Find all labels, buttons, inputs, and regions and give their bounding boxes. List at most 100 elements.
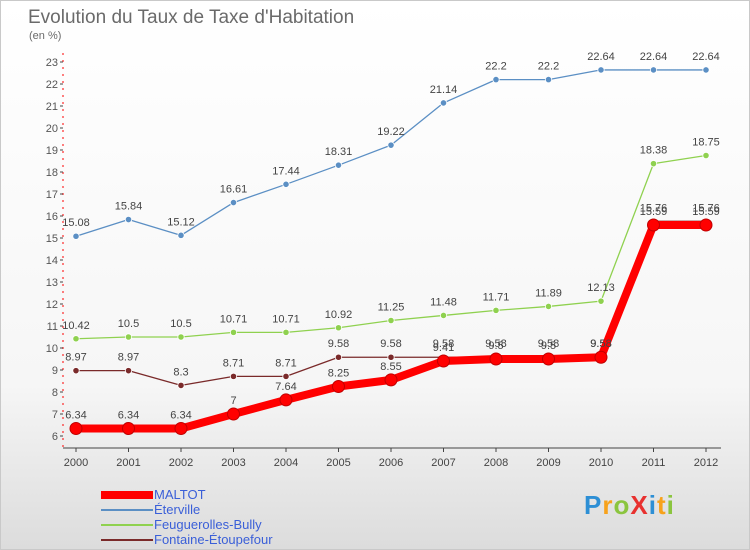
data-point-fontaine-etoupefour	[124, 367, 133, 375]
data-point-feuguerolles-bully	[124, 333, 133, 341]
data-point-fontaine-etoupefour	[177, 381, 185, 389]
data-label-maltot: 6.34	[65, 410, 86, 422]
data-point-feuguerolles-bully	[597, 297, 605, 305]
data-point-feuguerolles-bully	[177, 333, 185, 341]
data-label-feuguerolles-bully: 10.92	[325, 309, 353, 321]
data-label-eterville: 18.31	[325, 146, 353, 158]
data-point-maltot	[384, 373, 398, 387]
data-point-eterville	[544, 76, 553, 84]
data-label-feuguerolles-bully: 11.25	[378, 302, 405, 314]
data-label-feuguerolles-bully: 11.89	[535, 287, 562, 299]
data-label-fontaine-etoupefour: 8.3	[173, 366, 188, 378]
x-tick-label: 2003	[221, 457, 245, 469]
data-point-maltot	[542, 352, 555, 366]
x-tick-label: 2010	[589, 457, 613, 469]
data-point-eterville	[334, 161, 343, 169]
data-label-fontaine-etoupefour: 15.76	[692, 202, 720, 214]
data-point-feuguerolles-bully	[649, 160, 658, 168]
data-label-feuguerolles-bully: 10.42	[62, 320, 90, 332]
legend-item-feuguerolles-bully: Feuguerolles-Bully	[101, 517, 273, 532]
data-label-feuguerolles-bully: 12.13	[587, 282, 615, 294]
legend-swatch	[101, 523, 153, 526]
data-point-eterville	[439, 99, 448, 107]
x-tick-label: 2004	[274, 457, 298, 469]
data-point-maltot	[279, 393, 293, 407]
data-point-eterville	[492, 76, 500, 84]
x-tick-label: 2005	[326, 457, 350, 469]
data-point-maltot	[699, 218, 713, 232]
x-tick-label: 2012	[694, 457, 718, 469]
data-label-maltot: 9.41	[433, 342, 454, 354]
y-tick-label: 23	[46, 57, 58, 69]
y-unit-label: (en %)	[29, 30, 62, 42]
data-label-fontaine-etoupefour: 9.58	[538, 338, 559, 350]
y-tick-label: 19	[46, 145, 58, 157]
data-point-maltot	[227, 407, 240, 421]
y-tick-label: 16	[46, 211, 58, 223]
data-label-maltot: 8.25	[328, 368, 349, 380]
data-label-fontaine-etoupefour: 8.97	[118, 352, 139, 364]
data-label-maltot: 9.5	[488, 340, 503, 352]
data-label-feuguerolles-bully: 11.48	[430, 296, 457, 308]
data-label-feuguerolles-bully: 10.5	[170, 318, 191, 330]
y-tick-label: 9	[52, 365, 58, 377]
x-tick-label: 2009	[536, 457, 560, 469]
data-label-maltot: 9.5	[541, 340, 556, 352]
y-tick-label: 12	[46, 299, 58, 311]
data-label-eterville: 16.61	[220, 184, 248, 196]
data-label-fontaine-etoupefour: 9.58	[433, 338, 454, 350]
data-point-maltot	[489, 352, 503, 366]
data-point-feuguerolles-bully	[702, 151, 710, 160]
data-label-fontaine-etoupefour: 8.97	[65, 352, 86, 364]
y-tick-label: 17	[46, 189, 58, 201]
y-tick-label: 20	[46, 123, 58, 135]
data-label-fontaine-etoupefour: 9.58	[485, 338, 506, 350]
data-point-fontaine-etoupefour	[334, 353, 343, 361]
data-point-feuguerolles-bully	[492, 306, 500, 314]
proxiti-logo: ProXiti	[584, 490, 675, 520]
data-label-eterville: 15.84	[115, 201, 143, 213]
data-label-eterville: 15.08	[62, 217, 90, 229]
legend-label: MALTOT	[154, 487, 206, 502]
x-tick-label: 2006	[379, 457, 403, 469]
series-line-eterville	[75, 69, 706, 237]
y-tick-label: 14	[46, 255, 58, 267]
data-label-feuguerolles-bully: 11.71	[483, 291, 510, 303]
y-tick-label: 21	[46, 101, 58, 113]
legend-label: Feuguerolles-Bully	[154, 517, 262, 532]
x-tick-label: 2011	[642, 457, 666, 469]
y-tick-label: 13	[46, 277, 58, 289]
data-label-fontaine-etoupefour: 9.58	[380, 338, 401, 350]
y-tick-label: 8	[52, 387, 58, 399]
data-label-feuguerolles-bully: 10.71	[220, 313, 248, 325]
data-label-maltot: 15.59	[692, 206, 720, 218]
y-tick-label: 7	[52, 409, 58, 421]
data-point-feuguerolles-bully	[387, 316, 395, 325]
data-label-eterville: 21.14	[430, 84, 458, 96]
data-label-fontaine-etoupefour: 8.71	[223, 357, 244, 369]
data-point-feuguerolles-bully	[72, 335, 80, 343]
data-label-eterville: 22.64	[692, 51, 720, 63]
data-point-fontaine-etoupefour	[229, 372, 238, 380]
data-point-fontaine-etoupefour	[387, 353, 395, 361]
data-label-eterville: 22.64	[640, 51, 668, 63]
y-tick-label: 11	[47, 321, 58, 333]
data-point-feuguerolles-bully	[544, 302, 553, 311]
data-point-fontaine-etoupefour	[282, 372, 290, 380]
data-point-feuguerolles-bully	[229, 328, 238, 336]
data-label-maltot: 9.58	[590, 338, 611, 350]
data-label-fontaine-etoupefour: 15.76	[640, 202, 668, 214]
legend-swatch	[101, 508, 153, 511]
data-point-maltot	[594, 350, 608, 364]
data-point-eterville	[177, 231, 185, 239]
legend-item-maltot: MALTOT	[101, 487, 273, 502]
data-point-eterville	[72, 232, 80, 240]
data-point-feuguerolles-bully	[334, 324, 343, 332]
data-label-eterville: 19.22	[377, 126, 405, 138]
legend-label: Fontaine-Étoupefour	[154, 532, 273, 547]
data-label-maltot: 7.64	[275, 381, 296, 393]
data-label-eterville: 22.2	[485, 61, 506, 73]
data-point-eterville	[387, 141, 395, 149]
legend-swatch	[101, 490, 153, 499]
